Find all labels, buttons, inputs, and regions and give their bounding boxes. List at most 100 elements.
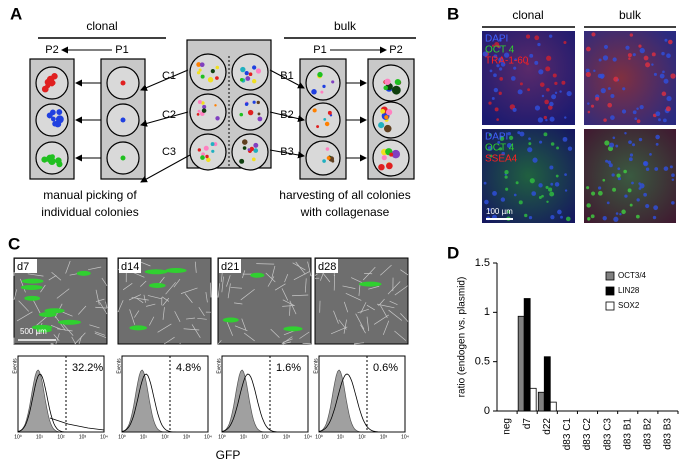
colony xyxy=(201,101,205,105)
fiber xyxy=(173,278,181,288)
gfp-cell xyxy=(57,319,81,325)
cell xyxy=(621,109,627,114)
micrograph xyxy=(314,257,409,345)
cell xyxy=(543,132,548,137)
colony xyxy=(239,112,244,117)
fiber xyxy=(62,323,74,336)
cell xyxy=(560,215,563,219)
cell xyxy=(527,88,531,92)
legend-swatch xyxy=(605,271,615,281)
gfp-cell xyxy=(20,284,43,290)
cell xyxy=(493,87,499,93)
x-tick-label: 10³ xyxy=(183,434,191,440)
y-axis-label: Events xyxy=(12,358,18,374)
cell xyxy=(567,146,573,151)
x-tick-label: 10³ xyxy=(283,434,291,440)
fiber xyxy=(282,299,295,306)
fiber xyxy=(241,318,247,331)
dishes xyxy=(35,53,410,177)
fiber xyxy=(366,304,375,311)
panel-label: A xyxy=(10,4,22,23)
fiber xyxy=(65,260,71,274)
stain-label: OCT 4 xyxy=(485,45,515,56)
fiber xyxy=(382,320,390,336)
x-tick-label: d83 B3 xyxy=(663,418,674,450)
fiber xyxy=(227,283,231,299)
colony xyxy=(200,74,205,79)
arrow-label: B2 xyxy=(280,109,293,121)
cell xyxy=(497,140,501,144)
cell xyxy=(564,116,567,119)
cell xyxy=(499,136,505,141)
cell xyxy=(655,134,660,140)
y-axis-label: Events xyxy=(216,358,222,374)
x-tick-label: d83 B2 xyxy=(642,418,653,450)
x-tick-label: d22 xyxy=(542,418,553,435)
colony xyxy=(322,159,326,163)
colony xyxy=(203,145,209,151)
cell xyxy=(549,165,554,170)
colony xyxy=(380,108,386,114)
fiber xyxy=(343,301,349,313)
fiber xyxy=(164,336,175,345)
cell xyxy=(552,73,557,78)
cell xyxy=(496,118,499,121)
colony xyxy=(320,90,324,94)
cell xyxy=(528,142,532,146)
colony xyxy=(255,68,262,74)
cell xyxy=(529,178,535,184)
group-label: bulk xyxy=(334,19,357,33)
cell xyxy=(484,199,489,205)
colony xyxy=(215,116,220,121)
x-tick-label: 10⁴ xyxy=(100,434,108,440)
cell xyxy=(638,187,642,190)
cell xyxy=(632,110,637,115)
colony xyxy=(316,125,320,129)
cell xyxy=(598,58,602,62)
colony xyxy=(378,163,385,171)
cell xyxy=(508,135,514,140)
fiber xyxy=(197,317,207,320)
cell xyxy=(629,153,634,157)
x-tick-label: 10² xyxy=(261,434,269,440)
colony xyxy=(215,76,219,80)
fiber xyxy=(16,311,33,322)
passage-label: P2 xyxy=(389,44,402,56)
fiber xyxy=(357,308,369,314)
gfp-cell xyxy=(129,325,147,331)
cell xyxy=(510,76,516,81)
colony xyxy=(207,77,214,83)
cell xyxy=(541,94,545,98)
cell xyxy=(613,216,619,222)
cell xyxy=(587,102,590,105)
group-label: clonal xyxy=(86,19,117,33)
cell xyxy=(638,137,643,142)
x-tick-label: d83 B1 xyxy=(622,418,633,450)
gfp-cell xyxy=(31,324,53,330)
colony xyxy=(201,152,206,157)
colony xyxy=(242,139,248,145)
dish xyxy=(305,102,341,138)
fiber xyxy=(282,338,293,343)
fiber xyxy=(117,300,124,313)
dish xyxy=(189,133,227,171)
colony xyxy=(56,109,63,116)
cell xyxy=(532,157,538,163)
gfp-fraction: 1.6% xyxy=(276,362,301,374)
cell xyxy=(639,47,645,54)
colony xyxy=(56,161,63,168)
cell xyxy=(670,73,676,79)
cell xyxy=(564,189,568,192)
fiber xyxy=(230,287,243,289)
colony xyxy=(252,65,257,70)
fiber xyxy=(122,283,133,291)
fiber xyxy=(376,303,395,309)
fiber xyxy=(270,328,280,338)
cell xyxy=(591,32,596,37)
cell xyxy=(669,165,673,169)
fiber xyxy=(338,319,347,330)
fiber xyxy=(333,310,339,324)
cell xyxy=(590,104,595,108)
cell xyxy=(538,69,544,75)
